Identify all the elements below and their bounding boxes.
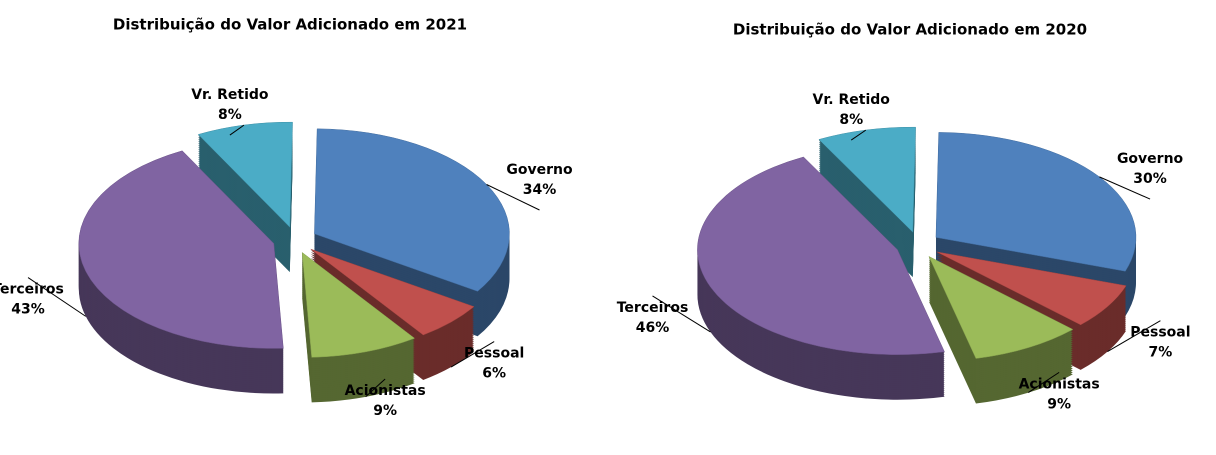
slice-label: Terceiros [617, 300, 689, 316]
slice-group [818, 126, 916, 278]
slice [936, 251, 1127, 326]
slice-value-label: 46% [636, 320, 670, 336]
slice-value-label: 9% [1047, 396, 1071, 412]
leader-line [27, 277, 87, 317]
slice-value-label: 6% [482, 366, 506, 382]
slice-group [78, 150, 284, 394]
leader-line [1099, 176, 1151, 200]
slice-group [301, 251, 416, 403]
slice-label: Acionistas [345, 383, 426, 399]
slice-label: Terceiros [0, 282, 64, 298]
leader-line [450, 341, 495, 368]
leader-line [1028, 371, 1060, 393]
leader-line [850, 129, 867, 141]
slice-group [697, 156, 945, 400]
chart-title: Distribuição do Valor Adicionado em 2021 [113, 16, 467, 34]
leader-line [1107, 320, 1161, 353]
slice-label: Acionistas [1019, 376, 1100, 392]
leader-line [486, 184, 540, 211]
chart-title: Distribuição do Valor Adicionado em 2020 [733, 21, 1087, 39]
slice-value-label: 9% [373, 403, 397, 419]
slice-label: Vr. Retido [191, 87, 269, 103]
slice-label: Vr. Retido [813, 92, 891, 108]
slice-value-label: 8% [839, 112, 863, 128]
slice-label: Pessoal [1130, 325, 1190, 341]
slice-group [928, 255, 1074, 404]
slice [78, 150, 284, 349]
slice-value-label: 34% [523, 182, 557, 198]
slice [314, 128, 510, 292]
slice-value-label: 30% [1133, 171, 1167, 187]
leader-line [365, 378, 386, 398]
slice-value-label: 43% [11, 302, 45, 318]
slice-label: Governo [1117, 151, 1184, 167]
leader-line [652, 295, 711, 333]
slice-label: Pessoal [464, 346, 524, 362]
slice-value-label: 8% [218, 107, 242, 123]
slice-label: Governo [506, 162, 573, 178]
slice [928, 255, 1074, 359]
slice [697, 156, 945, 355]
leader-line [229, 124, 245, 136]
slice-value-label: 7% [1149, 345, 1173, 361]
slice [301, 251, 416, 358]
slice [310, 248, 475, 336]
